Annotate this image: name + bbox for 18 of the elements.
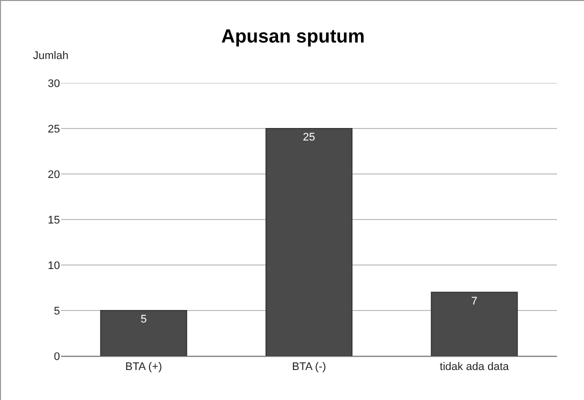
bar — [430, 292, 518, 356]
y-tick-label: 20 — [48, 168, 60, 181]
x-tick-label: BTA (+) — [125, 361, 162, 374]
x-tick-label: tidak ada data — [440, 361, 510, 374]
data-label: 5 — [140, 314, 147, 326]
y-tick-label: 10 — [48, 260, 60, 272]
bar — [266, 128, 352, 356]
bar — [100, 310, 188, 356]
y-tick-label: 5 — [54, 305, 60, 318]
y-tick-label: 0 — [54, 350, 60, 363]
y-tick-label: 30 — [48, 78, 60, 90]
chart-title: Apusan sputum — [221, 26, 365, 48]
y-tick-label: 25 — [48, 123, 60, 136]
y-tick-label: 15 — [48, 214, 60, 226]
data-label: 7 — [471, 295, 478, 308]
y-axis-title: Jumlah — [33, 50, 68, 62]
x-tick-label: BTA (-) — [292, 361, 326, 374]
data-label: 25 — [302, 132, 316, 144]
